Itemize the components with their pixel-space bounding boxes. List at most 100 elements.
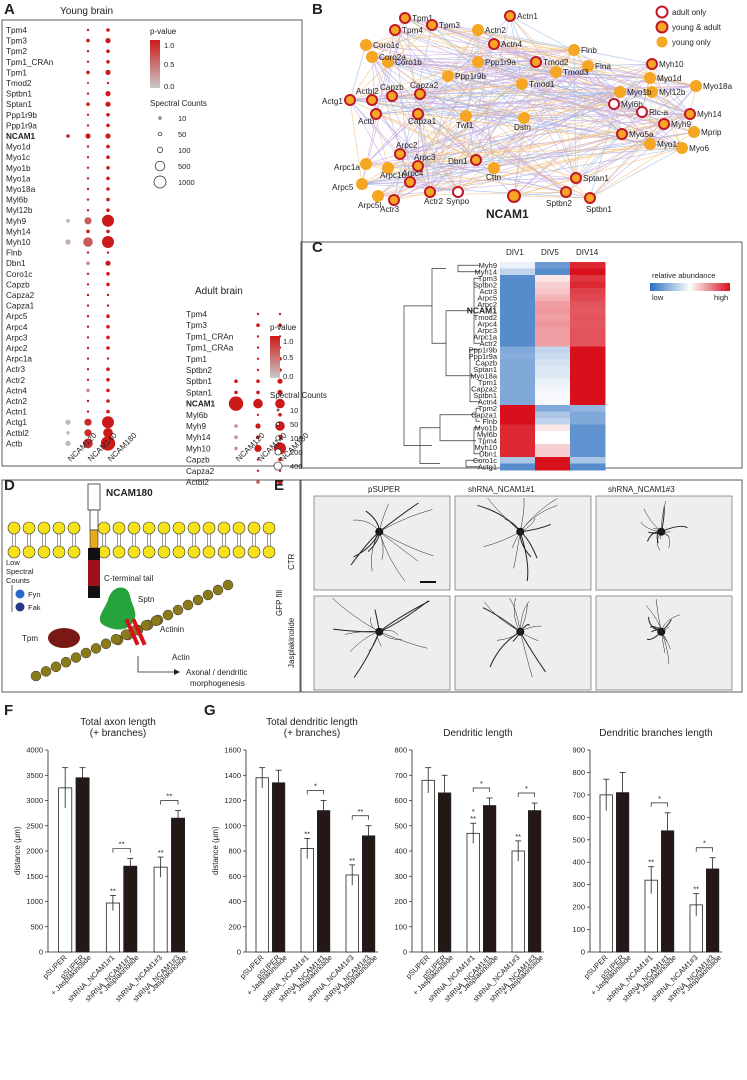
heatmap-cell	[535, 268, 571, 276]
young-gene-label: Myl6b	[6, 196, 28, 205]
network-node-young-adult	[646, 58, 658, 70]
adult-dot	[278, 413, 282, 417]
neurite	[378, 502, 419, 533]
young-dot	[106, 155, 110, 159]
adult-dot	[277, 479, 283, 485]
heatmap-cell	[535, 463, 571, 471]
heatmap-cell	[535, 353, 571, 360]
network-edge	[399, 63, 653, 155]
network-node-label: Tpm1	[412, 14, 433, 23]
heatmap-cell	[570, 340, 606, 347]
legend-young-only: young only	[672, 38, 711, 47]
heatmap-row-label: Ppp1r9a	[469, 352, 498, 361]
network-edge	[535, 61, 577, 179]
young-size-legend-dot	[154, 160, 166, 172]
dendrogram-branch	[465, 459, 480, 468]
network-node-label: Capza1	[408, 117, 437, 126]
comparison-bracket	[695, 847, 713, 852]
network-edge	[523, 117, 651, 145]
heatmap-cell	[500, 346, 536, 354]
young-dot	[106, 28, 110, 32]
dendrogram-branch	[457, 264, 480, 273]
neurite	[333, 628, 380, 633]
y-axis-label: distance (μm)	[13, 826, 22, 875]
lipid-head-top	[7, 521, 21, 535]
network-edge	[365, 44, 537, 63]
y-tick-label: 800	[572, 768, 585, 777]
heatmap-row-label: Capza2	[471, 385, 497, 394]
y-tick-label: 600	[394, 796, 407, 805]
network-node-label: Myh9	[671, 120, 691, 129]
young-dot	[106, 229, 110, 234]
bar	[123, 865, 138, 953]
lipid-head-bottom	[172, 545, 186, 559]
membrane-bilayer	[7, 521, 276, 559]
fak-label: Fak	[28, 603, 41, 612]
neurite	[513, 597, 521, 632]
young-gene-label: Arpc5	[6, 312, 28, 321]
young-dot	[65, 239, 71, 245]
network-edge	[521, 83, 653, 93]
heatmap-cell	[570, 372, 606, 380]
heatmap-cell	[570, 307, 606, 315]
adult-size-legend-dot	[276, 422, 280, 426]
young-dot	[85, 133, 91, 139]
young-dot	[86, 177, 90, 180]
network-edge	[387, 61, 567, 193]
heatmap-cell	[500, 418, 536, 425]
chart-f: Total axon length(+ branches) 0 500 1000 150…	[13, 717, 188, 1004]
young-dot	[102, 416, 114, 429]
heatmap-row-label: Myo18a	[470, 372, 498, 381]
panel-d-frame	[1, 479, 301, 693]
young-dot	[86, 315, 90, 318]
young-size-legend-label: 100	[178, 146, 191, 155]
bar	[255, 777, 269, 953]
network-edge	[477, 29, 653, 65]
heatmap-cell	[535, 327, 571, 334]
heatmap-row-label: Tpm1	[478, 378, 497, 387]
neurite	[656, 531, 662, 551]
young-dot	[83, 237, 93, 247]
network-node-young-adult	[426, 19, 438, 31]
chart-title: (+ branches)	[284, 728, 340, 739]
heatmap-cell	[570, 457, 606, 464]
young-dot	[86, 187, 90, 191]
heatmap-column-labels: DIV1 DIV5 DIV14	[506, 248, 599, 257]
lipid-head-top	[142, 521, 156, 535]
young-gene-label: Tpm1	[6, 68, 27, 77]
network-node-young-adult	[616, 128, 628, 140]
actin-monomer	[90, 643, 102, 654]
comparison-bracket	[650, 802, 668, 807]
network-edge	[475, 15, 511, 161]
actin-monomer	[80, 647, 92, 659]
neurite	[379, 631, 403, 640]
heatmap-cell	[570, 366, 606, 373]
young-gene-label: Myo1d	[6, 143, 31, 152]
heatmap-row-label: Capza1	[471, 411, 497, 420]
young-dot	[106, 176, 110, 181]
young-gene-label: Myl12b	[6, 206, 33, 215]
network-edge	[417, 113, 467, 117]
network-node-adult	[636, 106, 648, 118]
network-edge	[387, 111, 643, 169]
heatmap-row-label: Actg1	[478, 463, 497, 472]
micrograph-grid	[313, 495, 733, 691]
bracket-significance: *	[525, 784, 528, 793]
network-edge	[365, 133, 623, 165]
network-node-label: Sptbn2	[546, 199, 572, 208]
panel-c-label: C	[312, 239, 323, 256]
young-gene-label: Actn1	[6, 408, 27, 417]
lipid-head-top	[52, 521, 66, 535]
heatmap-row-label: Arpc3	[477, 326, 497, 335]
comparison-bracket	[517, 792, 535, 798]
network-edge	[555, 71, 651, 79]
panel-d-label: D	[4, 477, 15, 494]
adult-dot	[256, 469, 260, 472]
heatmap-row-label: Tmod2	[474, 313, 497, 322]
network-node-young-adult	[394, 148, 406, 160]
fak-shape	[15, 602, 25, 612]
adult-pvalue-bar	[270, 336, 280, 378]
heatmap-cell	[500, 301, 536, 308]
heatmap-cell	[500, 275, 536, 282]
young-size-legend-dot	[158, 116, 162, 120]
